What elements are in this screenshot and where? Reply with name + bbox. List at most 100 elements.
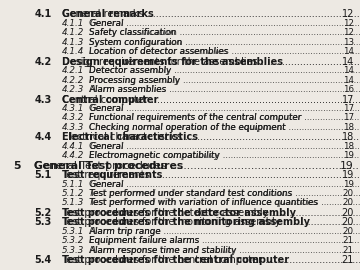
Text: Processing assembly ............................................................: Processing assembly ....................… — [89, 76, 360, 85]
Text: General: General — [89, 180, 123, 188]
Text: Functional requirements of the central computer ................................: Functional requirements of the central c… — [89, 113, 360, 122]
Text: 21: 21 — [342, 255, 354, 265]
Text: Central computer: Central computer — [62, 94, 158, 104]
Text: 5.3.2: 5.3.2 — [62, 236, 84, 245]
Text: Electromagnetic compatibility ..................................................: Electromagnetic compatibility ..........… — [89, 151, 360, 160]
Text: Processing assembly: Processing assembly — [89, 76, 180, 85]
Text: 16: 16 — [343, 85, 354, 94]
Text: Design requirements for the assemblies .........................................: Design requirements for the assemblies .… — [62, 57, 360, 67]
Text: System configuration: System configuration — [89, 38, 182, 47]
Text: 5: 5 — [14, 161, 21, 171]
Text: Test procedures for the monitoring assembly: Test procedures for the monitoring assem… — [62, 217, 310, 227]
Text: Test requirements ..............................................................: Test requirements ......................… — [62, 170, 360, 180]
Text: 5.1: 5.1 — [34, 170, 51, 180]
Text: Alarm response time and stability ..............................................: Alarm response time and stability ......… — [89, 246, 360, 255]
Text: 4.3: 4.3 — [34, 94, 51, 104]
Text: Safety classification ..........................................................: Safety classification ..................… — [89, 28, 360, 37]
Text: 4.4.1: 4.4.1 — [62, 142, 84, 151]
Text: Test performed with variation of influence quantities: Test performed with variation of influen… — [89, 198, 318, 207]
Text: 20: 20 — [343, 189, 354, 198]
Text: 19: 19 — [343, 180, 354, 188]
Text: 4.2.3: 4.2.3 — [62, 85, 84, 94]
Text: General Test procedures ........................................................: General Test procedures ................… — [34, 161, 360, 171]
Text: 4.1.1: 4.1.1 — [62, 19, 84, 28]
Text: Test performed under standard test conditions: Test performed under standard test condi… — [89, 189, 292, 198]
Text: 21: 21 — [343, 236, 354, 245]
Text: 5.4: 5.4 — [34, 255, 51, 265]
Text: 19: 19 — [340, 161, 354, 171]
Text: 20: 20 — [342, 208, 354, 218]
Text: 14: 14 — [343, 47, 354, 56]
Text: Alarm assemblies ...............................................................: Alarm assemblies .......................… — [89, 85, 360, 94]
Text: 4.2.1: 4.2.1 — [62, 66, 84, 75]
Text: Electrical characteristics .....................................................: Electrical characteristics .............… — [62, 132, 360, 142]
Text: 12: 12 — [343, 28, 354, 37]
Text: Alarm trip range ...............................................................: Alarm trip range .......................… — [89, 227, 360, 236]
Text: Alarm trip range: Alarm trip range — [89, 227, 161, 236]
Text: 20: 20 — [342, 217, 354, 227]
Text: Central computer ...............................................................: Central computer .......................… — [62, 94, 360, 104]
Text: Design requirements for the assemblies: Design requirements for the assemblies — [62, 57, 283, 67]
Text: 5.1.1: 5.1.1 — [62, 180, 84, 188]
Text: 5.1.2: 5.1.2 — [62, 189, 84, 198]
Text: 21: 21 — [343, 246, 354, 255]
Text: 19: 19 — [342, 170, 354, 180]
Text: Test requirements: Test requirements — [62, 170, 162, 180]
Text: 4.2.2: 4.2.2 — [62, 76, 84, 85]
Text: General ........................................................................: General ................................… — [89, 104, 360, 113]
Text: 4.1.3: 4.1.3 — [62, 38, 84, 47]
Text: 17: 17 — [343, 113, 354, 122]
Text: 14: 14 — [343, 66, 354, 75]
Text: 12: 12 — [343, 19, 354, 28]
Text: 4.1: 4.1 — [34, 9, 51, 19]
Text: 20: 20 — [343, 227, 354, 236]
Text: 4.3.1: 4.3.1 — [62, 104, 84, 113]
Text: 14: 14 — [342, 57, 354, 67]
Text: General ........................................................................: General ................................… — [89, 142, 360, 151]
Text: 4.4.2: 4.4.2 — [62, 151, 84, 160]
Text: Test performed under standard test conditions ..................................: Test performed under standard test condi… — [89, 189, 360, 198]
Text: 18: 18 — [343, 142, 354, 151]
Text: 17: 17 — [342, 94, 354, 104]
Text: 4.3.3: 4.3.3 — [62, 123, 84, 132]
Text: General: General — [89, 104, 123, 113]
Text: 4.1.4: 4.1.4 — [62, 47, 84, 56]
Text: 4.1.2: 4.1.2 — [62, 28, 84, 37]
Text: Functional requirements of the central computer: Functional requirements of the central c… — [89, 113, 302, 122]
Text: 13: 13 — [343, 38, 354, 47]
Text: Test procedures for the detector assembly ......................................: Test procedures for the detector assembl… — [62, 208, 360, 218]
Text: Detector assembly ..............................................................: Detector assembly ......................… — [89, 66, 360, 75]
Text: 5.3.3: 5.3.3 — [62, 246, 84, 255]
Text: Test procedures for the detector assembly: Test procedures for the detector assembl… — [62, 208, 296, 218]
Text: Safety classification: Safety classification — [89, 28, 176, 37]
Text: Checking normal operation of the equipment .....................................: Checking normal operation of the equipme… — [89, 123, 360, 132]
Text: General remarks: General remarks — [62, 9, 154, 19]
Text: 20: 20 — [343, 198, 354, 207]
Text: Location of detector assemblies ................................................: Location of detector assemblies ........… — [89, 47, 360, 56]
Text: Electromagnetic compatibility: Electromagnetic compatibility — [89, 151, 220, 160]
Text: Test procedures for the central computer .......................................: Test procedures for the central computer… — [62, 255, 360, 265]
Text: 5.1.3: 5.1.3 — [62, 198, 84, 207]
Text: 19: 19 — [343, 151, 354, 160]
Text: 12: 12 — [342, 9, 354, 19]
Text: 5.2: 5.2 — [34, 208, 51, 218]
Text: 14: 14 — [343, 76, 354, 85]
Text: Equipment failure alarms .......................................................: Equipment failure alarms ...............… — [89, 236, 360, 245]
Text: Checking normal operation of the equipment: Checking normal operation of the equipme… — [89, 123, 285, 132]
Text: 5.3.1: 5.3.1 — [62, 227, 84, 236]
Text: General ........................................................................: General ................................… — [89, 19, 360, 28]
Text: Alarm assemblies: Alarm assemblies — [89, 85, 166, 94]
Text: Location of detector assemblies: Location of detector assemblies — [89, 47, 228, 56]
Text: 4.3.2: 4.3.2 — [62, 113, 84, 122]
Text: Equipment failure alarms: Equipment failure alarms — [89, 236, 199, 245]
Text: Test procedures for the central computer: Test procedures for the central computer — [62, 255, 289, 265]
Text: 18: 18 — [342, 132, 354, 142]
Text: 17: 17 — [343, 104, 354, 113]
Text: Test procedures for the monitoring assembly ....................................: Test procedures for the monitoring assem… — [62, 217, 360, 227]
Text: 18: 18 — [343, 123, 354, 132]
Text: General remarks ................................................................: General remarks ........................… — [62, 9, 360, 19]
Text: Alarm response time and stability: Alarm response time and stability — [89, 246, 236, 255]
Text: Detector assembly: Detector assembly — [89, 66, 171, 75]
Text: 4.2: 4.2 — [34, 57, 51, 67]
Text: 5.3: 5.3 — [34, 217, 51, 227]
